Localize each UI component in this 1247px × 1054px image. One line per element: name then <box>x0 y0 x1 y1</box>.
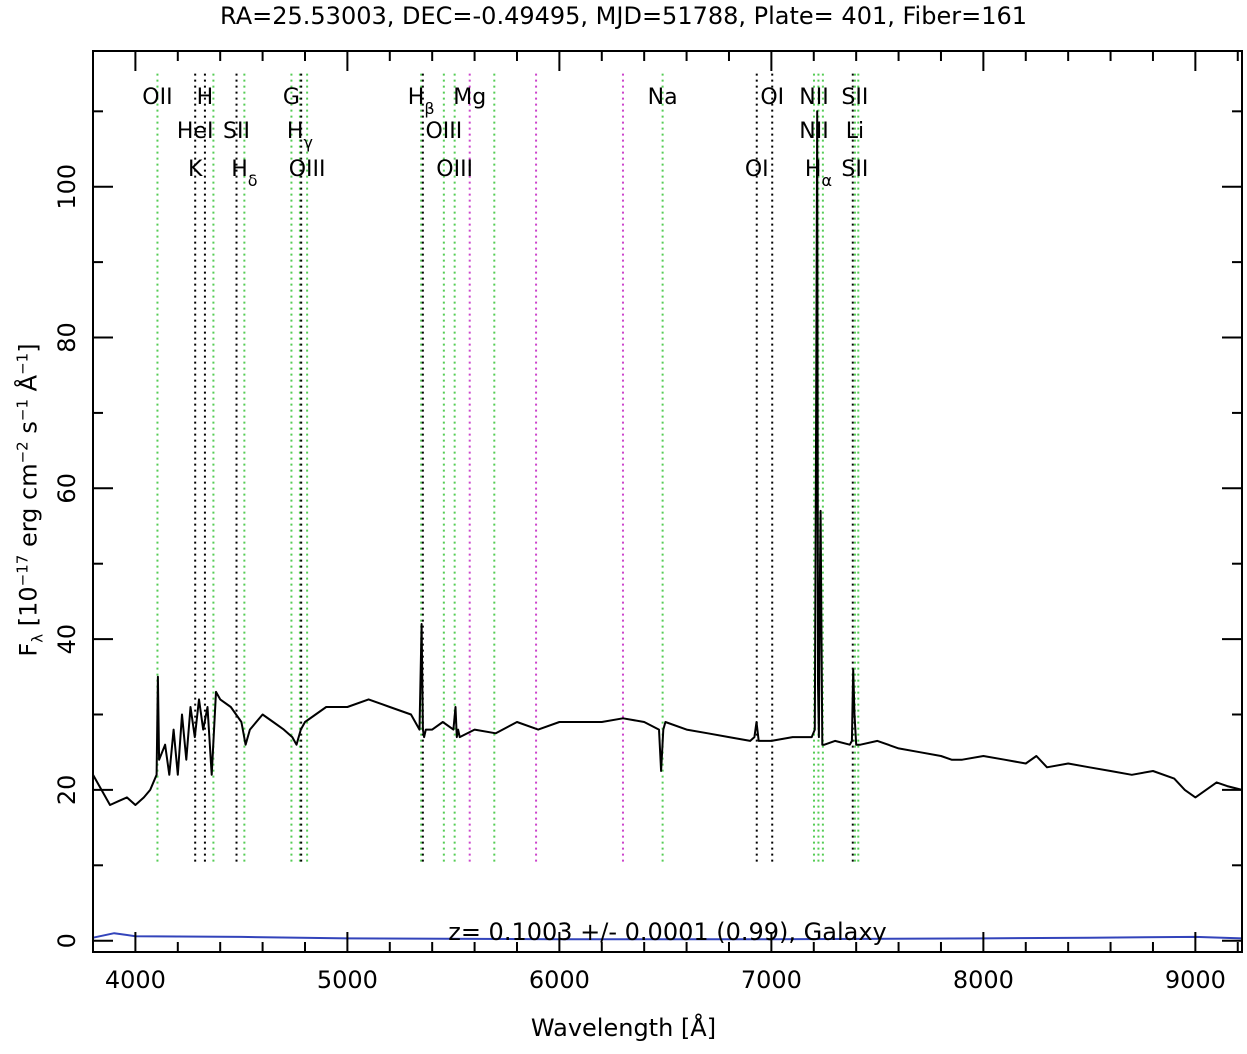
x-tick-label: 6000 <box>529 966 590 994</box>
chart-title: RA=25.53003, DEC=-0.49495, MJD=51788, Pl… <box>220 2 1027 30</box>
line-label: SII <box>841 157 868 182</box>
line-label: Mg <box>453 85 486 110</box>
line-label: Hα <box>805 157 832 190</box>
x-tick-label: 5000 <box>317 966 378 994</box>
line-label: H <box>197 85 214 110</box>
line-label: Li <box>846 119 864 144</box>
line-label: SII <box>223 119 250 144</box>
line-label: OII <box>142 85 172 110</box>
line-label: SII <box>841 85 868 110</box>
y-tick-label: 20 <box>53 775 81 806</box>
line-label: G <box>283 85 300 110</box>
redshift-annotation: z= 0.1003 +/- 0.0001 (0.99), Galaxy <box>448 918 887 946</box>
line-label: Hδ <box>231 157 257 190</box>
y-tick-label: 80 <box>53 322 81 353</box>
line-label: Na <box>648 85 678 110</box>
x-tick-label: 4000 <box>105 966 166 994</box>
line-label: HeI <box>177 119 214 144</box>
line-label: NII <box>799 85 828 110</box>
line-label: K <box>188 157 203 182</box>
y-tick-label: 60 <box>53 473 81 504</box>
x-axis-label: Wavelength [Å] <box>530 1014 717 1042</box>
line-label: OI <box>760 85 784 110</box>
line-label: NII <box>799 119 828 144</box>
line-label: OIII <box>436 157 473 182</box>
x-tick-label: 8000 <box>953 966 1014 994</box>
flux-series <box>92 110 1243 806</box>
plot-frame <box>92 50 1243 953</box>
line-label: OIII <box>289 157 326 182</box>
x-tick-label: 7000 <box>741 966 802 994</box>
y-tick-label: 100 <box>53 164 81 210</box>
line-label: OIII <box>425 119 462 144</box>
line-label: OI <box>745 157 769 182</box>
line-label: Hγ <box>287 119 313 152</box>
y-tick-label: 0 <box>53 933 81 948</box>
x-tick-label: 9000 <box>1165 966 1226 994</box>
y-tick-label: 40 <box>53 624 81 655</box>
line-label: Hβ <box>408 85 435 118</box>
